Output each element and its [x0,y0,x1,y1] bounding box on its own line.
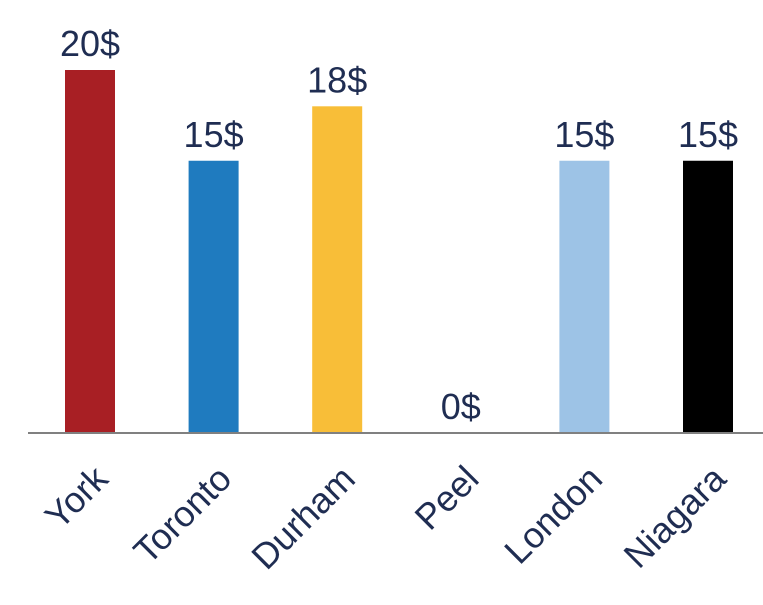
value-label-peel: 0$ [441,386,481,427]
x-tick-label-peel: Peel [407,458,487,538]
x-tick-label-durham: Durham [243,458,363,578]
value-label-york: 20$ [60,23,120,64]
bar-toronto [188,160,239,433]
value-label-london: 15$ [554,114,614,155]
bar-york [65,70,115,433]
bar-durham [312,106,363,434]
x-tick-label-niagara: Niagara [616,457,735,576]
x-tick-label-york: York [37,457,117,537]
x-tick-label-toronto: Toronto [125,458,239,572]
x-tick-label-london: London [496,458,610,572]
value-label-toronto: 15$ [184,114,244,155]
bar-london [559,160,610,433]
value-label-durham: 18$ [307,59,367,100]
bars-group [65,70,733,434]
x-tick-labels-group: York Toronto Durham Peel London Niagara [37,457,735,577]
value-labels-group: 20$ 15$ 18$ 0$ 15$ 15$ [60,23,738,427]
value-label-niagara: 15$ [678,114,738,155]
bar-niagara [683,160,733,433]
